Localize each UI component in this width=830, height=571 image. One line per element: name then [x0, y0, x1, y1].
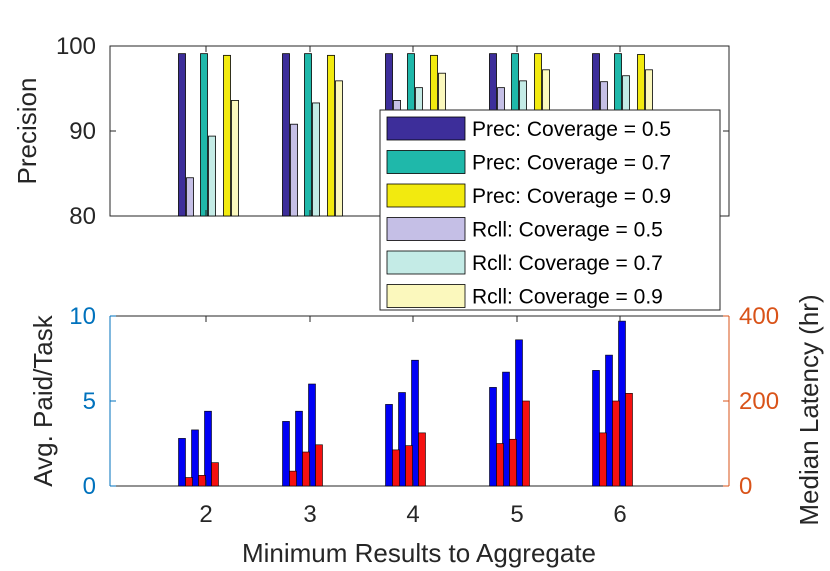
precision-bar	[304, 53, 312, 217]
latency-bar	[612, 400, 620, 487]
legend-label: Rcll: Coverage = 0.7	[472, 252, 663, 275]
precision-bar	[200, 53, 208, 217]
legend-items: Prec: Coverage = 0.5 Prec: Coverage = 0.7…	[386, 116, 671, 309]
precision-y-label: Precision	[12, 78, 42, 185]
precision-bar	[312, 102, 320, 217]
precision-bar	[335, 80, 343, 217]
latency-tick-label: 0	[739, 473, 752, 500]
precision-bar	[282, 53, 290, 217]
paid-bar	[295, 410, 303, 487]
paid-bar	[178, 438, 186, 487]
x-tick-label: 4	[406, 501, 419, 528]
paid-tick-label: 0	[83, 473, 96, 500]
latency-y-label: Median Latency (hr)	[794, 294, 824, 525]
paid-bar	[502, 371, 510, 487]
latency-bar	[509, 438, 517, 487]
latency-bar	[496, 443, 504, 487]
precision-bar	[231, 100, 239, 217]
latency-bar	[418, 432, 426, 487]
legend-swatch	[386, 250, 466, 275]
paid-bar	[398, 392, 406, 487]
legend-label: Prec: Coverage = 0.5	[472, 118, 671, 141]
paid-bar	[191, 429, 199, 487]
paid-bar	[385, 404, 393, 487]
latency-bar	[392, 449, 400, 487]
precision-bar	[208, 135, 216, 217]
latency-y-ticks: 0 200 400	[723, 303, 779, 500]
paid-bar	[489, 387, 497, 487]
paid-tick-label: 5	[83, 388, 96, 415]
latency-bar	[599, 432, 607, 487]
x-axis-label: Minimum Results to Aggregate	[242, 538, 596, 568]
legend-swatch	[386, 183, 466, 208]
legend-label: Rcll: Coverage = 0.5	[472, 219, 663, 242]
y-tick-label: 80	[69, 203, 96, 230]
x-tick-label: 2	[199, 501, 212, 528]
legend-swatch	[386, 217, 466, 241]
legend-label: Prec: Coverage = 0.7	[472, 152, 671, 175]
precision-bar	[327, 54, 335, 217]
latency-bar	[211, 462, 219, 487]
latency-bar	[625, 393, 633, 487]
latency-bar	[522, 400, 530, 487]
cost-latency-chart: 0 5 10 0 200 400 2 3 4 5 6 Avg. Paid/Task Median…	[28, 294, 824, 568]
legend-box	[379, 109, 721, 311]
latency-bar	[315, 444, 323, 487]
latency-tick-label: 400	[739, 303, 779, 330]
latency-tick-label: 200	[739, 388, 779, 415]
precision-bar	[186, 177, 194, 217]
precision-bar	[178, 53, 186, 217]
legend-label: Prec: Coverage = 0.9	[472, 185, 671, 208]
precision-y-ticks: 80 90 100	[56, 33, 729, 230]
paid-y-label: Avg. Paid/Task	[28, 314, 58, 487]
latency-bar	[405, 445, 413, 487]
paid-bar	[592, 370, 600, 487]
paid-bar	[411, 359, 419, 487]
latency-bar	[302, 451, 310, 487]
x-tick-label: 3	[303, 501, 316, 528]
precision-bar	[290, 123, 298, 217]
paid-tick-label: 10	[69, 303, 96, 330]
paid-bar	[308, 383, 316, 487]
y-tick-label: 90	[69, 118, 96, 145]
latency-bar	[198, 475, 206, 487]
paid-bar	[282, 421, 290, 487]
legend-label: Rcll: Coverage = 0.9	[472, 286, 663, 309]
latency-bar	[185, 477, 193, 487]
latency-bar	[289, 470, 297, 487]
cost-latency-bars	[178, 320, 633, 487]
x-tick-label: 6	[613, 501, 626, 528]
legend-swatch	[386, 284, 466, 308]
legend-swatch	[386, 116, 466, 141]
x-ticks: 2 3 4 5 6	[199, 316, 627, 528]
legend-swatch	[386, 150, 466, 174]
y-tick-label: 100	[56, 33, 96, 60]
legend: Prec: Coverage = 0.5 Prec: Coverage = 0.7…	[379, 109, 721, 311]
paid-y-ticks: 0 5 10	[69, 303, 116, 500]
paid-bar	[204, 410, 212, 487]
precision-bar	[223, 54, 231, 217]
x-tick-label: 5	[510, 501, 523, 528]
